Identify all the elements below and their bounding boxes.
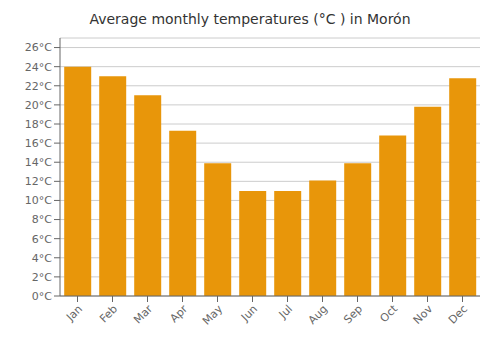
svg-text:2°C: 2°C <box>32 271 52 284</box>
svg-text:22°C: 22°C <box>25 80 52 93</box>
svg-text:8°C: 8°C <box>32 213 52 226</box>
html-text:Average monthly temperatures (: Average monthly temperatures (°C ) in Mo… <box>89 11 411 27</box>
svg-text:16°C: 16°C <box>25 137 52 150</box>
svg-text:Apr: Apr <box>167 302 190 325</box>
svg-text:20°C: 20°C <box>25 99 52 112</box>
svg-text:Sep: Sep <box>341 302 365 326</box>
svg-text:0°C: 0°C <box>32 290 52 303</box>
svg-text:24°C: 24°C <box>25 61 52 74</box>
svg-text:26°C: 26°C <box>25 41 52 54</box>
svg-text:Dec: Dec <box>446 302 470 326</box>
svg-text:10°C: 10°C <box>25 194 52 207</box>
svg-text:Jul: Jul <box>276 302 295 321</box>
svg-text:4°C: 4°C <box>32 252 52 265</box>
svg-text:Mar: Mar <box>131 302 155 326</box>
svg-text:Feb: Feb <box>97 302 120 325</box>
svg-text:Oct: Oct <box>377 302 400 325</box>
svg-text:Aug: Aug <box>306 302 330 326</box>
svg-text:Jan: Jan <box>63 302 85 324</box>
svg-text:6°C: 6°C <box>32 233 52 246</box>
svg-text:May: May <box>200 302 226 328</box>
svg-text:12°C: 12°C <box>25 175 52 188</box>
svg-text:14°C: 14°C <box>25 156 52 169</box>
svg-text:18°C: 18°C <box>25 118 52 131</box>
svg-text:Jun: Jun <box>238 302 260 324</box>
svg-text:Nov: Nov <box>411 302 436 327</box>
